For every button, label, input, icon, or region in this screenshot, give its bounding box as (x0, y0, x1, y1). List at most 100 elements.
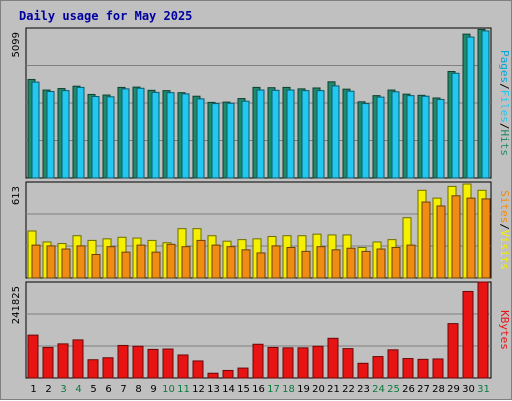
bar-kbytes-day-30 (462, 290, 474, 379)
right-title-pages-files-hits-part: Files (498, 90, 511, 123)
bar-files-day-18 (286, 89, 295, 179)
x-tick-label: 17 (267, 384, 280, 395)
bar-kbytes-day-7 (117, 344, 129, 379)
bar-files-day-9 (151, 91, 160, 179)
bar-files-day-31 (481, 30, 490, 179)
bar-sites-day-22 (346, 247, 356, 279)
bar-kbytes-day-13 (207, 372, 219, 379)
bar-kbytes-day-10 (162, 348, 174, 379)
bar-sites-day-17 (271, 245, 281, 279)
right-title-pages-files-hits-part: / (498, 123, 511, 130)
bar-files-day-3 (61, 90, 70, 179)
bar-files-day-8 (136, 87, 145, 179)
x-tick-label: 24 (372, 384, 385, 395)
bar-files-day-6 (106, 96, 115, 179)
x-tick-label: 13 (207, 384, 220, 395)
x-tick-label: 26 (402, 384, 415, 395)
x-tick-label: 31 (477, 384, 490, 395)
bar-kbytes-day-1 (27, 334, 39, 379)
bar-kbytes-day-2 (42, 346, 54, 379)
bar-files-day-22 (346, 90, 355, 179)
x-tick-label: 28 (432, 384, 445, 395)
bar-kbytes-day-14 (222, 369, 234, 379)
x-tick-label: 6 (105, 384, 111, 395)
x-tick-label: 18 (282, 384, 295, 395)
right-title-pages-files-hits-part: / (498, 83, 511, 90)
right-title-sites-visits-part: Sites (498, 190, 511, 223)
right-title-kbytes: KBytes (498, 310, 511, 350)
bar-sites-day-11 (181, 246, 191, 279)
bar-kbytes-day-17 (267, 346, 279, 379)
bar-kbytes-day-8 (132, 345, 144, 379)
bar-sites-day-23 (361, 250, 371, 279)
bar-sites-day-9 (151, 251, 161, 279)
bar-files-day-20 (316, 90, 325, 179)
bar-sites-day-25 (391, 246, 401, 279)
bar-files-day-4 (76, 86, 85, 179)
bar-kbytes-day-27 (417, 358, 429, 379)
bar-sites-day-8 (136, 244, 146, 279)
x-tick-label: 5 (90, 384, 96, 395)
x-tick-label: 12 (192, 384, 205, 395)
bar-files-day-24 (376, 96, 385, 179)
y-axis-max-label: 613 (11, 186, 22, 205)
right-title-sites-visits-part: Visits (498, 230, 511, 270)
bar-kbytes-day-29 (447, 323, 459, 379)
bar-sites-day-15 (241, 249, 251, 279)
bar-kbytes-day-12 (192, 360, 204, 379)
bar-sites-day-27 (421, 201, 431, 279)
bar-sites-day-28 (436, 205, 446, 279)
bar-kbytes-day-11 (177, 354, 189, 379)
right-title-sites-visits: Sites/Visits (498, 190, 511, 270)
bar-files-day-2 (46, 91, 55, 179)
bar-sites-day-24 (376, 248, 386, 279)
x-tick-label: 25 (387, 384, 400, 395)
right-title-sites-visits-part: / (498, 223, 511, 230)
bar-sites-day-5 (91, 254, 101, 279)
x-tick-label: 10 (162, 384, 175, 395)
right-title-kbytes-part: KBytes (498, 310, 511, 350)
bar-kbytes-day-21 (327, 337, 339, 379)
bar-kbytes-day-31 (477, 281, 489, 379)
x-tick-label: 11 (177, 384, 190, 395)
x-tick-label: 2 (45, 384, 51, 395)
bar-kbytes-day-26 (402, 358, 414, 379)
bar-files-day-7 (121, 88, 130, 179)
bar-kbytes-day-28 (432, 358, 444, 379)
x-tick-label: 4 (75, 384, 81, 395)
bar-files-day-12 (196, 98, 205, 179)
x-tick-label: 9 (150, 384, 156, 395)
x-tick-label: 23 (357, 384, 370, 395)
x-tick-label: 1 (30, 384, 36, 395)
bar-files-day-23 (361, 103, 370, 179)
bar-sites-day-30 (466, 197, 476, 279)
x-tick-label: 27 (417, 384, 430, 395)
bar-files-day-5 (91, 96, 100, 179)
bar-kbytes-day-19 (297, 347, 309, 379)
bar-kbytes-day-25 (387, 349, 399, 379)
bar-sites-day-19 (301, 250, 311, 279)
bar-sites-day-16 (256, 252, 266, 279)
bar-sites-day-7 (121, 251, 131, 279)
x-tick-label: 21 (327, 384, 340, 395)
x-tick-label: 15 (237, 384, 250, 395)
bar-files-day-25 (391, 91, 400, 179)
chart-title: Daily usage for May 2025 (19, 9, 193, 23)
y-axis-max-label: 5099 (11, 32, 22, 57)
bar-kbytes-day-6 (102, 357, 114, 379)
bar-kbytes-day-16 (252, 343, 264, 379)
bar-sites-day-13 (211, 244, 221, 279)
bar-files-day-30 (466, 36, 475, 179)
bar-sites-day-2 (46, 245, 56, 279)
bar-sites-day-31 (481, 198, 491, 279)
x-tick-label: 30 (462, 384, 475, 395)
bar-files-day-17 (271, 89, 280, 179)
right-title-pages-files-hits-part: Hits (498, 130, 511, 157)
bar-files-day-15 (241, 100, 250, 179)
bar-files-day-29 (451, 72, 460, 179)
bar-files-day-16 (256, 89, 265, 179)
right-title-pages-files-hits: Pages/Files/Hits (498, 50, 511, 156)
x-tick-label: 8 (135, 384, 141, 395)
